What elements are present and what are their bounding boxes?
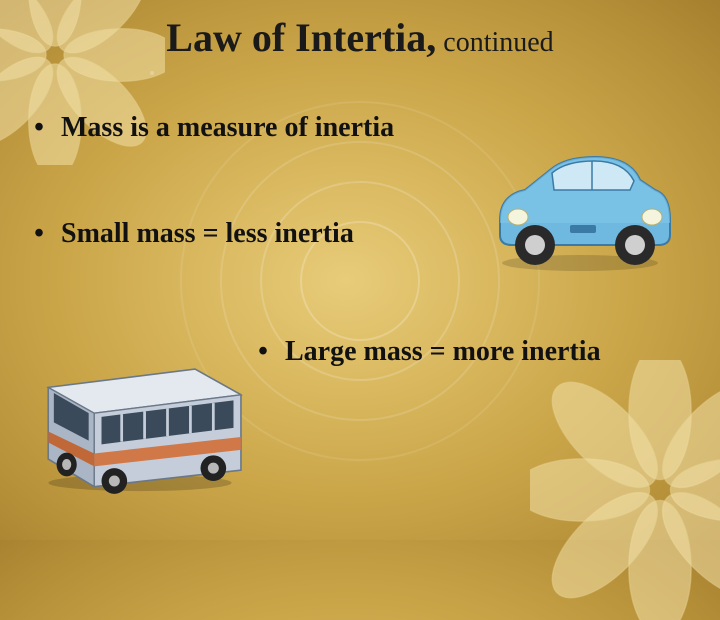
bus-icon bbox=[30, 330, 250, 500]
title-main: Law of Intertia, bbox=[166, 15, 436, 60]
bullet-3-text: Large mass = more inertia bbox=[285, 336, 601, 367]
bullet-dot-icon: • bbox=[24, 218, 54, 250]
bullet-3: • Large mass = more inertia bbox=[248, 336, 601, 368]
slide-title: Law of Intertia, continued bbox=[0, 14, 720, 61]
flower-decoration-bottom-right bbox=[530, 360, 720, 620]
car-icon bbox=[480, 135, 680, 275]
bullet-dot-icon: • bbox=[24, 112, 54, 144]
title-sub: continued bbox=[436, 27, 553, 58]
bullet-2: • Small mass = less inertia bbox=[24, 218, 354, 250]
bullet-1: • Mass is a measure of inertia bbox=[24, 112, 394, 144]
bullet-dot-icon: • bbox=[248, 336, 278, 368]
bullet-2-text: Small mass = less inertia bbox=[61, 218, 354, 249]
bullet-1-text: Mass is a measure of inertia bbox=[61, 112, 394, 143]
